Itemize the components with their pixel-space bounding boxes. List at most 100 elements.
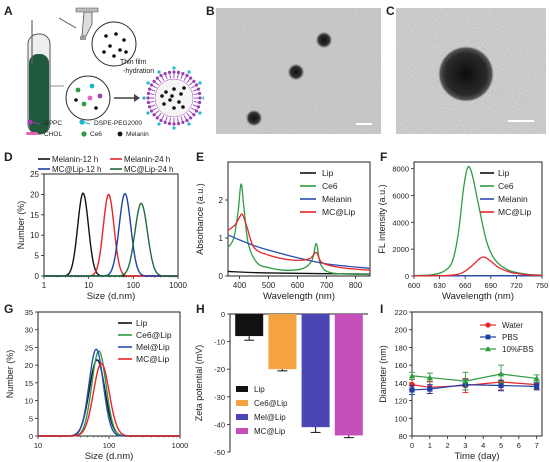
liposome-core (154, 78, 194, 118)
y-tick-label: 220 (394, 308, 407, 317)
x-tick-label: 2 (446, 441, 450, 450)
y-tick-label: 200 (394, 326, 407, 335)
lipid-head (181, 120, 185, 125)
lipid-head (167, 122, 172, 126)
peg-head (157, 70, 161, 74)
lipid-head (185, 118, 189, 123)
lipid-head (146, 100, 150, 105)
x-tick-label: 0 (410, 441, 414, 450)
legend-swatch (236, 414, 248, 420)
melanin-dot (172, 87, 176, 91)
y-axis-label: Number (%) (5, 350, 15, 399)
process-arrow (114, 94, 140, 102)
legend-dppc: DPPC (44, 120, 62, 127)
data-point (534, 383, 540, 389)
melanin-dot (162, 102, 166, 106)
plot-frame (411, 311, 543, 437)
melanin-dot (170, 94, 174, 98)
x-axis-label: Wavelength (nm) (263, 291, 335, 302)
chart-d-size-distribution: 0 5 10 15 20 25 1 10 100 1000 Size (d.nm) Number (%… (16, 155, 187, 302)
panel-label-h: H (196, 302, 205, 316)
chart-i-stability: 80 100 120 140 160 180 200 220 0 1 2 3 4 5 6 7 Time (day… (378, 308, 543, 462)
y-tick-label: -10 (214, 338, 225, 347)
plot-frame (227, 161, 371, 277)
y-axis-label: FL intensity (a.u.) (377, 184, 387, 253)
melanin-dot (172, 106, 176, 110)
legend-label: Ce6 (322, 181, 338, 191)
data-point (409, 381, 415, 388)
tem-image-b (216, 8, 381, 134)
y-tick-label: 15 (25, 379, 33, 388)
process-label: Thin film -hydration (120, 59, 154, 75)
x-tick-label: 6 (517, 441, 521, 450)
schematic-legend: DPPC DSPE-PEG2000 CHOL Ce6 Melanin (26, 119, 149, 138)
legend-label: Melanin (498, 194, 528, 204)
lipid-head (194, 109, 199, 113)
x-tick-label: 500 (262, 281, 276, 290)
legend-label: Melanin-24 h (124, 155, 170, 164)
y-tick-label: 0 (35, 272, 40, 281)
peg-head (172, 66, 176, 70)
x-tick-label: 660 (459, 281, 472, 290)
melanin-dot (182, 86, 186, 90)
lipid-head (149, 109, 154, 113)
x-tick-label: 630 (433, 281, 446, 290)
melanin-dot (168, 98, 172, 102)
y-axis-label: Number (%) (16, 201, 26, 250)
lipid-head (152, 113, 156, 117)
liposome-icon (142, 66, 204, 130)
x-tick-label: 100 (103, 441, 116, 450)
legend-swatch (236, 428, 248, 434)
lipid-head (155, 76, 159, 80)
y-tick-label: 2 (219, 196, 224, 205)
panel-label-i: I (380, 302, 384, 316)
bar-Ce6@Lip (268, 314, 297, 370)
lipid-head (198, 91, 202, 96)
legend-label: MC@Lip (254, 427, 286, 436)
y-tick-label: 1 (219, 234, 224, 243)
legend-label: MC@Lip-24 h (124, 165, 173, 174)
legend-ce6: Ce6 (90, 131, 102, 138)
x-tick-label: 10 (34, 441, 42, 450)
x-tick-label: 1 (428, 441, 432, 450)
plot-frame (413, 161, 543, 277)
y-tick-label: -50 (214, 448, 225, 457)
lipid-head (192, 79, 196, 83)
series-line-Melanin (227, 234, 371, 270)
bar-Mel@Lip (301, 314, 330, 428)
peg-head (146, 111, 150, 115)
y-tick-label: 160 (394, 361, 407, 370)
panel-label-b: B (206, 4, 215, 18)
y-tick-label: 0 (221, 310, 225, 319)
scale-bar (356, 123, 372, 125)
y-tick-label: 20 (30, 190, 39, 199)
melanin-dot (160, 94, 164, 98)
y-tick-label: 8000 (392, 165, 409, 174)
lipid-head (185, 73, 189, 78)
x-tick-label: 3 (463, 441, 467, 450)
panel-label-a: A (4, 4, 13, 18)
lipid-head (189, 116, 193, 120)
y-tick-label: 20 (25, 361, 33, 370)
lipid-head (163, 71, 167, 76)
lipid-head (147, 105, 152, 109)
melanin-dot (179, 92, 183, 96)
panel-label-c: C (386, 4, 395, 18)
scale-bar (508, 120, 534, 122)
x-tick-label: 10 (84, 281, 93, 290)
y-tick-label: 25 (30, 170, 39, 179)
x-tick-label: 600 (408, 281, 421, 290)
legend-label: Mel@Lip (254, 413, 286, 422)
y-tick-label: 80 (399, 432, 407, 441)
bar-MC@Lip (334, 314, 363, 436)
y-axis-label: Absorbance (a.u.) (195, 183, 205, 255)
lipid-head (196, 87, 201, 91)
chart-h-zeta-potential: 0 -10 -20 -30 -40 -50 Zeta potential (mV) Lip Ce… (194, 310, 368, 457)
y-tick-label: 25 (25, 343, 33, 352)
lipid-head (146, 96, 150, 100)
y-tick-label: -40 (214, 420, 225, 429)
lipid-mixture (50, 75, 111, 121)
y-tick-label: 120 (394, 397, 407, 406)
x-tick-label: 750 (536, 281, 549, 290)
series-line-Melanin-24 h (44, 193, 178, 277)
